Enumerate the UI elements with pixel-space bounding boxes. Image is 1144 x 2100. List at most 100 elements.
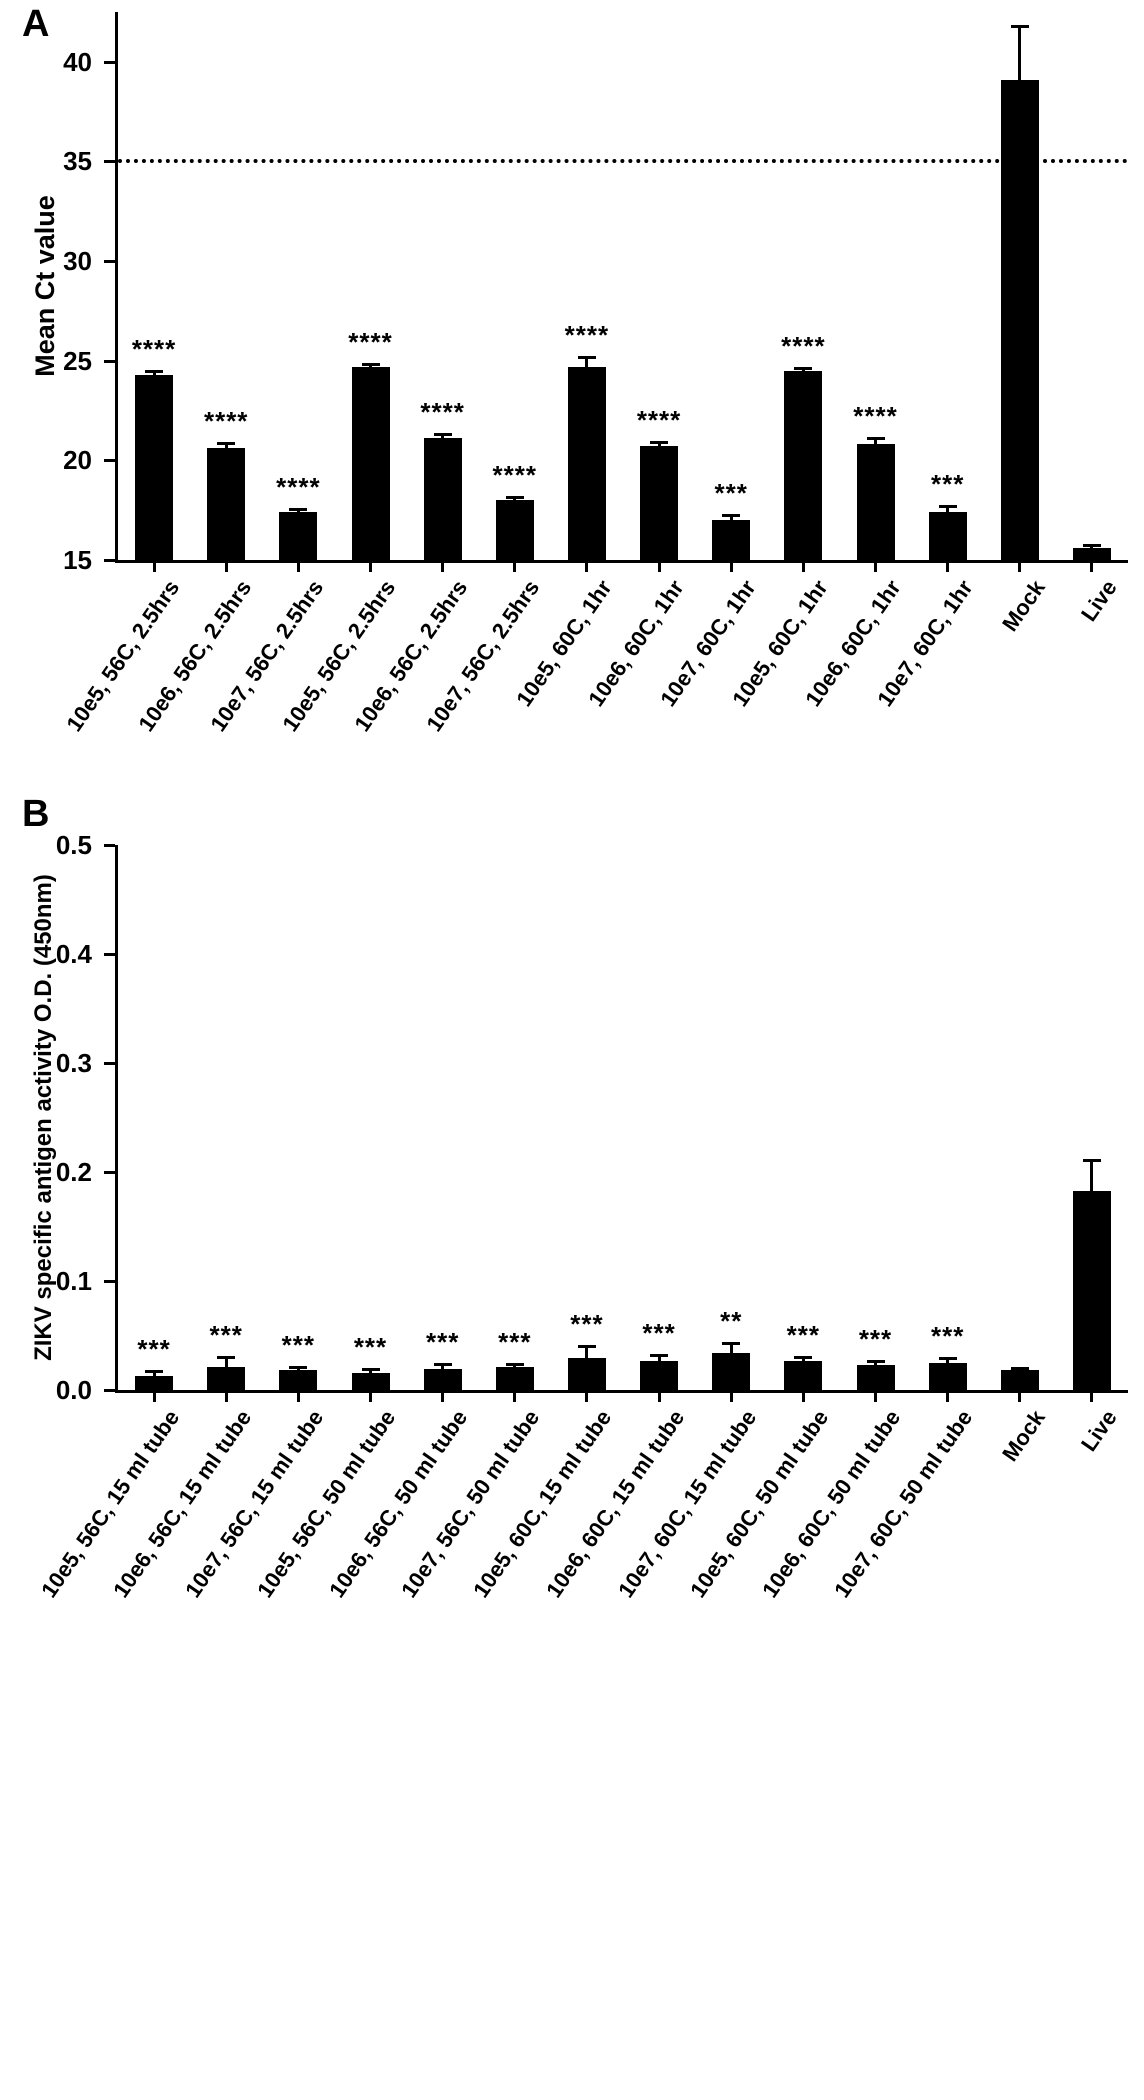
error-bar-cap (938, 505, 957, 509)
error-bar-cap (433, 1362, 452, 1366)
error-bar-line (585, 356, 589, 373)
x-axis-tick-label: Live (1075, 575, 1122, 626)
significance-stars: **** (853, 401, 898, 432)
bar (279, 1370, 318, 1390)
error-bar-cap (505, 496, 524, 500)
error-bar-cap (866, 437, 885, 441)
error-bar-line (585, 1346, 589, 1365)
significance-stars: *** (786, 1320, 821, 1351)
significance-stars: *** (930, 469, 965, 500)
error-bar-cap (145, 369, 164, 373)
bar (423, 1369, 462, 1390)
panel-a: A Mean Ct value 15 20 25 30 35 40 **** 10e5, 56… (0, 0, 1144, 790)
y-axis-tick (104, 1171, 115, 1174)
x-axis (115, 1390, 1128, 1393)
bar (712, 520, 751, 560)
y-axis-tick-label: 35 (63, 146, 92, 177)
x-axis-tick (513, 1393, 517, 1402)
x-axis-tick-label: 10e7, 60C, 15 ml tube (612, 1405, 761, 1603)
significance-stars: **** (348, 326, 393, 357)
panel-a-plot: 15 20 25 30 35 40 **** 10e5, 56C, 2.5hrs **** 10e… (0, 0, 1144, 790)
bar (1000, 1370, 1039, 1390)
y-axis-tick (104, 60, 115, 64)
x-axis-tick (441, 1393, 445, 1402)
y-axis-tick (104, 160, 115, 164)
x-axis-tick (585, 1393, 589, 1402)
significance-stars: **** (420, 397, 465, 428)
bar (856, 444, 895, 560)
y-axis-tick (104, 1389, 115, 1392)
bar (784, 1360, 823, 1390)
significance-stars: *** (642, 1318, 676, 1349)
error-bar-cap (866, 1359, 885, 1363)
y-axis-tick (104, 1062, 115, 1065)
x-axis-tick (801, 1393, 805, 1402)
significance-stars: *** (714, 478, 748, 509)
error-bar-cap (1082, 1159, 1101, 1162)
x-axis-tick (801, 563, 805, 572)
y-axis-tick-label: 40 (63, 46, 92, 77)
y-axis-tick-label: 20 (63, 445, 92, 476)
x-axis-tick (1018, 563, 1022, 572)
x-axis-tick-label: Mock (996, 575, 1050, 636)
significance-stars: **** (131, 333, 177, 364)
panel-a-y-axis-title: Mean Ct value (30, 195, 60, 377)
y-axis-tick-label: 0.5 (55, 830, 92, 860)
panel-b-y-axis-title: ZIKV specific antigen activity O.D. (450… (30, 874, 57, 1361)
panel-b: B ZIKV specific antigen activity O.D. (4… (0, 790, 1144, 2100)
x-axis-tick (224, 1393, 228, 1402)
x-axis-tick (874, 563, 877, 572)
significance-stars: *** (425, 1326, 460, 1357)
x-axis-tick (296, 563, 300, 572)
significance-stars: *** (353, 1332, 388, 1363)
x-axis-tick-label: 10e5, 60C, 15 ml tube (468, 1405, 617, 1603)
x-axis-tick (152, 563, 156, 572)
bar (423, 438, 462, 560)
significance-stars: *** (209, 1320, 243, 1351)
y-axis (115, 845, 118, 1393)
significance-stars: **** (564, 319, 610, 350)
y-axis-tick-label: 0.4 (55, 939, 92, 969)
error-bar-cap (650, 1354, 669, 1358)
x-axis-tick (1018, 1393, 1022, 1402)
error-bar-line (1018, 25, 1022, 86)
significance-stars: **** (492, 460, 538, 491)
bar (928, 1362, 967, 1390)
bar (640, 1360, 679, 1390)
error-bar-cap (1082, 544, 1101, 548)
x-axis-tick-label: 10e6, 56C, 15 ml tube (107, 1405, 256, 1603)
error-bar-line (224, 1357, 228, 1374)
bar (784, 370, 823, 560)
y-axis-tick (104, 953, 115, 956)
error-bar-cap (794, 366, 813, 370)
error-bar-line (1090, 1160, 1094, 1197)
x-axis-tick (224, 563, 228, 572)
x-axis-tick-label: Live (1075, 1405, 1122, 1456)
y-axis-tick-label: 0.3 (55, 1048, 92, 1078)
x-axis-tick (729, 1393, 733, 1402)
x-axis-tick (369, 1393, 372, 1402)
bar (712, 1352, 751, 1390)
bar (640, 446, 679, 560)
bar (135, 1375, 174, 1390)
bar (279, 512, 318, 560)
significance-stars: *** (858, 1323, 893, 1354)
error-bar-cap (505, 1362, 524, 1366)
error-bar-cap (1010, 24, 1029, 28)
x-axis-tick-label: 10e6, 56C, 50 ml tube (324, 1405, 473, 1603)
y-axis-tick-label: 15 (63, 545, 92, 575)
significance-stars: ** (720, 1306, 743, 1337)
y-axis (115, 12, 118, 563)
x-axis-tick (585, 563, 589, 572)
error-bar-cap (722, 514, 741, 518)
bar (1072, 1190, 1111, 1390)
error-bar-cap (577, 1345, 596, 1349)
bar (351, 366, 390, 560)
significance-stars: *** (137, 1334, 171, 1365)
error-bar-cap (794, 1356, 813, 1360)
error-bar-cap (217, 1356, 236, 1360)
significance-stars: **** (276, 472, 321, 503)
y-axis-tick (104, 1280, 115, 1283)
bar (567, 1358, 606, 1390)
